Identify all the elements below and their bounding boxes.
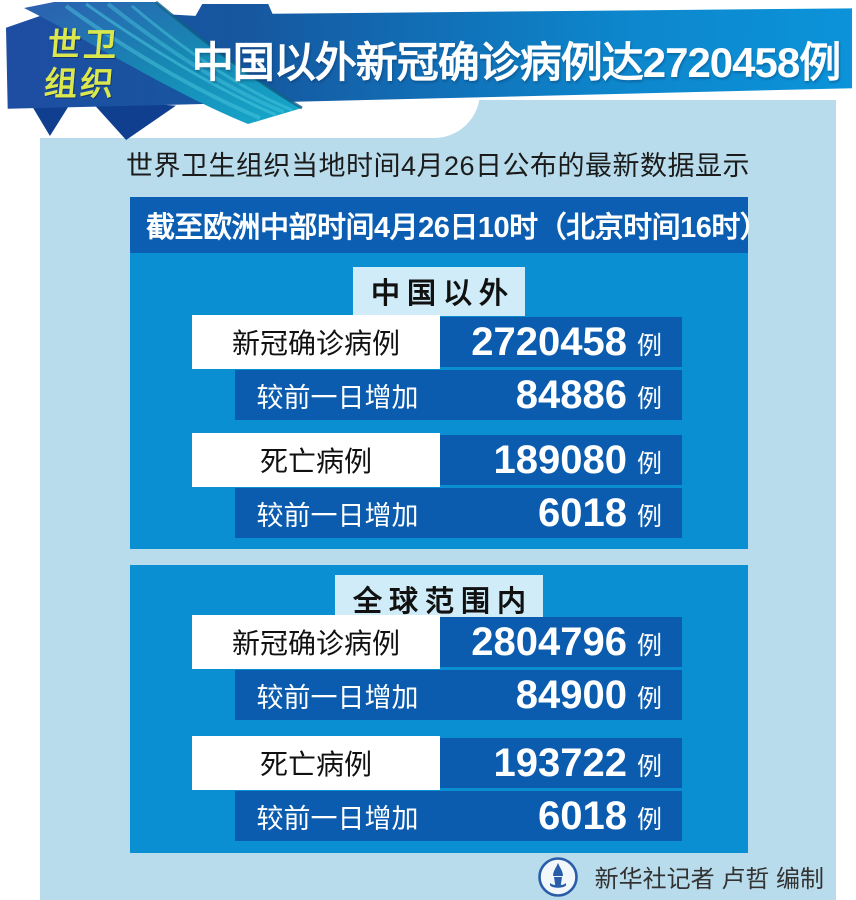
stat-unit: 例 [636,385,662,413]
section-title: 中国以外 [352,267,526,316]
section-global: 全球范围内 新冠确诊病例 2804796 例 较前一日增加 84900 例 死亡… [130,565,748,853]
stat-row-deaths-increase: 较前一日增加 6018 例 [235,791,682,841]
stat-value: 84886 例 [516,370,682,420]
stat-row-deaths: 死亡病例 189080 例 [192,433,683,487]
stat-value: 6018 例 [538,488,682,538]
stat-number: 84900 [515,672,627,717]
page-title: 中国以外新冠确诊病例达2720458例 [191,38,842,86]
xinhua-logo-icon [537,856,578,897]
stat-row-deaths: 死亡病例 193722 例 [192,736,683,790]
stat-row-confirmed: 新冠确诊病例 2720458 例 [192,315,682,369]
stat-unit: 例 [636,685,662,713]
who-badge-line2: 组织 [42,64,118,102]
stat-unit: 例 [636,332,662,360]
stat-number: 6018 [538,490,627,535]
stat-number: 84886 [515,372,627,417]
stat-number: 193722 [493,740,627,785]
stat-label: 死亡病例 [192,736,440,790]
stat-label: 较前一日增加 [256,682,419,713]
stat-unit: 例 [636,450,662,478]
stat-row-confirmed-increase: 较前一日增加 84886 例 [235,370,682,420]
stat-value: 2720458 例 [471,317,682,367]
stat-value: 189080 例 [494,435,683,485]
stat-unit: 例 [636,503,662,531]
stat-row-deaths-increase: 较前一日增加 6018 例 [235,488,682,538]
stat-row-confirmed-increase: 较前一日增加 84900 例 [235,670,682,720]
credit-text: 新华社记者 卢哲 编制 [594,866,824,893]
stat-value: 6018 例 [538,791,682,841]
stat-number: 2804796 [471,619,627,664]
section-outside-china: 中国以外 新冠确诊病例 2720458 例 较前一日增加 84886 例 死亡病… [130,253,748,549]
stat-unit: 例 [636,806,662,834]
footer: 新华社记者 卢哲 编制 [40,853,836,900]
stat-number: 2720458 [471,319,627,364]
as-of-banner: 截至欧洲中部时间4月26日10时（北京时间16时） [130,197,769,253]
subtitle: 世界卫生组织当地时间4月26日公布的最新数据显示 [125,151,751,181]
stat-label: 较前一日增加 [256,803,419,834]
stat-label: 较前一日增加 [256,500,419,531]
stat-unit: 例 [636,632,662,660]
who-badge-line1: 世卫 [46,26,122,63]
stat-label: 新冠确诊病例 [192,615,440,669]
stat-number: 6018 [538,793,627,838]
stat-unit: 例 [636,753,662,781]
stat-label: 死亡病例 [192,433,440,487]
ribbon-swoosh-icon [24,0,303,124]
stat-label: 新冠确诊病例 [192,315,440,369]
stat-row-confirmed: 新冠确诊病例 2804796 例 [192,615,682,669]
stat-value: 84900 例 [516,670,682,720]
stat-value: 193722 例 [494,738,683,788]
stat-value: 2804796 例 [471,617,682,667]
who-badge: 世卫 组织 [43,26,122,104]
stat-number: 189080 [493,437,627,482]
stat-label: 较前一日增加 [256,382,419,413]
